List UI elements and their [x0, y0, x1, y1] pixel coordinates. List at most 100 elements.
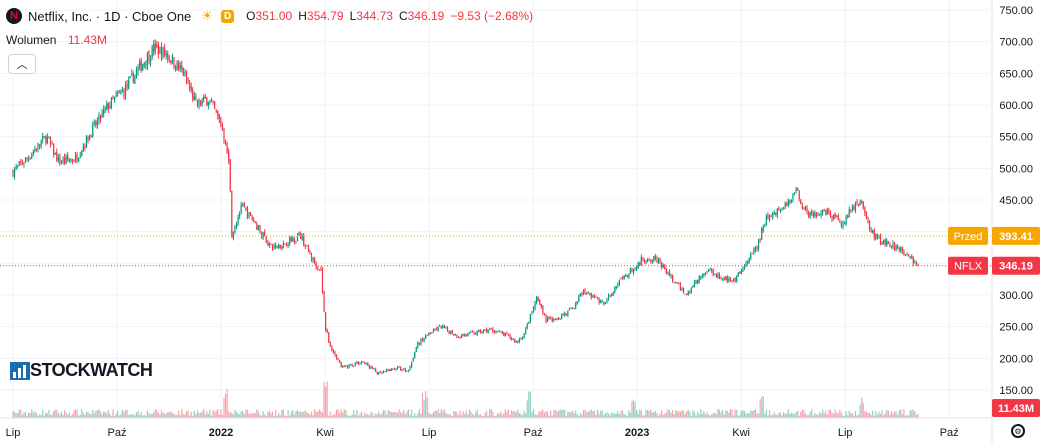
- candle-body: [298, 232, 300, 236]
- volume-bar: [818, 412, 821, 418]
- volume-bar: [782, 412, 785, 418]
- netflix-logo: N: [6, 8, 22, 24]
- candle-body: [837, 216, 839, 221]
- volume-bar: [392, 412, 394, 418]
- volume-bar: [867, 412, 869, 418]
- volume-bar: [801, 409, 803, 418]
- volume-bar: [615, 413, 617, 418]
- volume-bar: [49, 414, 52, 418]
- candle-body: [623, 275, 625, 280]
- candle-body: [873, 230, 875, 238]
- volume-bar: [174, 415, 177, 418]
- volume-bar: [736, 409, 738, 418]
- volume-bar: [790, 412, 792, 418]
- volume-bar: [876, 414, 878, 418]
- candle-body: [507, 334, 510, 335]
- volume-bar: [437, 409, 439, 418]
- volume-bar: [289, 415, 291, 418]
- candle-body: [748, 258, 750, 263]
- x-tick-label: Lip: [6, 427, 21, 439]
- volume-bar: [793, 414, 796, 418]
- candle-body: [843, 223, 846, 225]
- candle-body: [351, 364, 353, 366]
- candle-body: [278, 245, 280, 248]
- volume-bar: [881, 410, 883, 418]
- candle-body: [815, 212, 818, 217]
- volume-bar: [636, 410, 638, 418]
- candle-body: [260, 233, 263, 237]
- candle-body: [206, 97, 208, 106]
- volume-bar: [795, 412, 797, 418]
- candle-body: [776, 208, 778, 216]
- candle-body: [293, 239, 295, 242]
- candle-body: [845, 217, 847, 225]
- candle-body: [573, 308, 575, 309]
- candle-body: [634, 268, 636, 270]
- volume-bar: [601, 410, 603, 418]
- candle-body: [345, 365, 347, 367]
- candle-body: [248, 212, 250, 217]
- volume-bar: [532, 409, 535, 418]
- candle-body: [285, 244, 288, 246]
- candle-body: [557, 317, 560, 319]
- volume-bar: [279, 415, 281, 418]
- candle-body: [60, 162, 63, 164]
- candle-body: [636, 267, 638, 269]
- candle-body: [243, 203, 245, 208]
- candle-body: [567, 310, 569, 316]
- volume-bar: [840, 412, 843, 418]
- watermark-text: STOCKWATCH: [30, 360, 153, 380]
- volume-bar: [87, 412, 89, 418]
- candle-body: [872, 230, 874, 233]
- candle-body: [318, 269, 320, 271]
- volume-bar: [348, 415, 350, 418]
- candle-body: [85, 135, 88, 148]
- candle-body: [271, 245, 274, 249]
- settings-icon[interactable]: ⚙: [1011, 424, 1025, 438]
- candle-body: [350, 364, 352, 366]
- volume-bar: [43, 415, 45, 418]
- candle-body: [556, 318, 558, 320]
- candle-body: [190, 86, 192, 91]
- candle-body: [198, 99, 200, 107]
- volume-bar: [412, 415, 414, 418]
- volume-bar: [767, 415, 769, 418]
- candle-body: [87, 136, 89, 141]
- candle-body: [736, 276, 738, 282]
- candle-body: [37, 143, 39, 150]
- volume-bar: [757, 413, 760, 418]
- candle-body: [828, 209, 830, 213]
- volume-bar: [57, 413, 59, 418]
- candle-body: [793, 192, 796, 195]
- symbol-title[interactable]: Netflix, Inc. · 1D · Cboe One: [28, 8, 192, 24]
- candle-body: [389, 370, 391, 372]
- x-tick-label: Lip: [838, 427, 853, 439]
- candle-body: [517, 341, 519, 343]
- volume-bar: [132, 413, 134, 418]
- candle-body: [732, 278, 735, 281]
- candle-body: [146, 53, 149, 66]
- volume-bar: [901, 414, 903, 418]
- volume-bar: [418, 409, 420, 418]
- candle-body: [520, 338, 522, 340]
- volume-bar: [626, 415, 628, 418]
- volume-bar: [842, 415, 844, 418]
- candle-body: [501, 331, 503, 334]
- session-badge[interactable]: D: [220, 9, 235, 23]
- candle-body: [107, 103, 109, 110]
- volume-bar: [214, 411, 216, 418]
- chevron-up-icon: ︿: [16, 59, 28, 71]
- volume-bar: [593, 410, 596, 418]
- candle-body: [465, 335, 467, 336]
- volume-bar: [292, 410, 294, 418]
- candle-body: [315, 263, 317, 268]
- candle-body: [695, 279, 697, 284]
- candle-body: [31, 154, 33, 159]
- collapse-legend-button[interactable]: ︿: [8, 54, 36, 74]
- volume-bar: [834, 409, 836, 418]
- volume-bar: [614, 413, 616, 418]
- candle-body: [237, 217, 239, 224]
- volume-bar: [664, 413, 666, 418]
- volume-bar: [403, 409, 405, 418]
